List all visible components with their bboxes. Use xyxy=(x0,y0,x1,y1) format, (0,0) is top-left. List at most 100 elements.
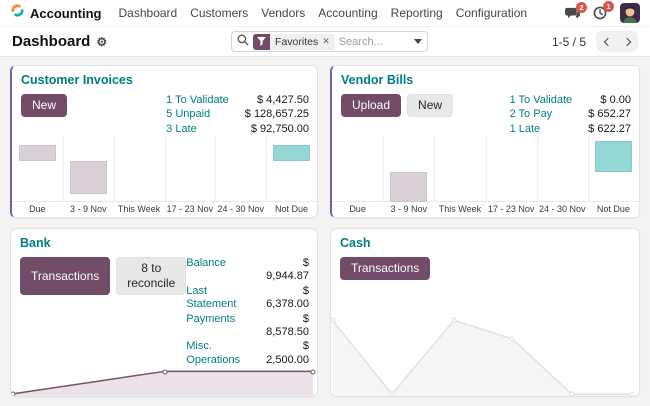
reconcile-button[interactable]: 8 to reconcile xyxy=(116,257,187,295)
activities-badge: 1 xyxy=(603,1,614,12)
line-point-marker xyxy=(310,369,316,375)
nav-item-reporting[interactable]: Reporting xyxy=(390,6,443,20)
nav-item-vendors[interactable]: Vendors xyxy=(261,6,306,20)
nav-item-customers[interactable]: Customers xyxy=(190,6,249,20)
bank-line-chart[interactable] xyxy=(11,367,317,396)
axis-label: 24 - 30 Nov xyxy=(538,204,586,214)
stat-label[interactable]: 1 To Validate xyxy=(509,94,573,106)
search-input[interactable] xyxy=(338,35,411,48)
customer-invoices-title[interactable]: Customer Invoices xyxy=(21,73,133,87)
gridline xyxy=(215,136,217,201)
stat-label[interactable]: Misc. Operations xyxy=(186,340,241,366)
stat-label[interactable]: Balance xyxy=(186,257,227,269)
vendor-bills-title[interactable]: Vendor Bills xyxy=(341,73,414,87)
gridline xyxy=(485,136,487,201)
new-invoice-button[interactable]: New xyxy=(21,94,68,117)
clock-icon xyxy=(593,6,607,20)
cash-transactions-button[interactable]: Transactions xyxy=(340,257,431,280)
stat-label[interactable]: 1 Late xyxy=(509,122,541,135)
filter-icon xyxy=(253,33,271,50)
line-point-marker xyxy=(629,391,635,396)
cash-title[interactable]: Cash xyxy=(340,236,371,250)
search-dropdown-caret-icon[interactable] xyxy=(414,39,423,44)
line-point-marker xyxy=(11,391,16,396)
activities-button[interactable]: 1 xyxy=(593,1,614,20)
page-title: Dashboard xyxy=(12,33,91,50)
line-point-marker xyxy=(389,391,395,396)
messages-badge: 2 xyxy=(576,1,587,13)
app-name: Accounting xyxy=(30,5,102,21)
stat-amount: $ 128,657.25 xyxy=(244,108,309,121)
messages-button[interactable]: 2 xyxy=(565,1,587,20)
stat-amount: $ 8,578.50 xyxy=(266,312,309,339)
axis-label: 3 - 9 Nov xyxy=(390,204,427,214)
line-point-marker xyxy=(569,391,575,396)
customer-invoices-stats: 1 To Validate $ 4,427.50 5 Unpaid $ 128,… xyxy=(166,94,309,136)
stat-amount: $ 6,378.00 xyxy=(266,284,309,311)
bar-Not Due[interactable] xyxy=(273,144,310,162)
bar-Due[interactable] xyxy=(19,145,56,162)
axis-label: 3 - 9 Nov xyxy=(69,204,107,214)
nav-item-configuration[interactable]: Configuration xyxy=(455,6,528,20)
favorites-facet[interactable]: Favorites ✕ xyxy=(253,33,335,50)
stat-label[interactable]: 2 To Pay xyxy=(509,108,553,121)
gridline xyxy=(587,136,589,201)
bar-3 - 9 Nov[interactable] xyxy=(390,171,428,203)
customer-invoices-chart-axis: Due 3 - 9 Nov This Week 17 - 23 Nov 24 -… xyxy=(12,201,317,217)
gridline xyxy=(434,136,436,201)
stat-amount: $ 652.27 xyxy=(588,108,631,121)
bank-stats: Balance $ 9,944.87 Last Statement $ 6,37… xyxy=(186,257,309,367)
cash-card: Cash Transactions xyxy=(330,228,640,397)
axis-label: Due xyxy=(29,204,46,214)
stat-label[interactable]: 3 Late xyxy=(166,122,197,135)
vendor-bills-card: Vendor Bills Upload New 1 To Validate $ … xyxy=(330,65,640,218)
stat-label[interactable]: Payments xyxy=(186,312,236,325)
top-navbar: Accounting Dashboard Customers Vendors A… xyxy=(0,0,650,27)
stat-label[interactable]: Last Statement xyxy=(186,284,237,311)
facet-remove-icon[interactable]: ✕ xyxy=(322,36,330,46)
control-panel: Dashboard ⚙ Favorites ✕ 1-5 / 5 xyxy=(0,27,650,57)
line-point-marker xyxy=(162,369,168,375)
nav-item-accounting[interactable]: Accounting xyxy=(318,6,378,20)
axis-label: 24 - 30 Nov xyxy=(217,204,264,214)
chevron-left-icon xyxy=(603,37,612,46)
axis-label: 17 - 23 Nov xyxy=(166,204,214,214)
pager-previous-button[interactable] xyxy=(596,31,617,52)
stat-label[interactable]: 1 To Validate xyxy=(166,94,229,106)
bank-title[interactable]: Bank xyxy=(20,236,51,250)
stat-amount: $ 0.00 xyxy=(600,94,631,106)
customer-invoices-bar-chart[interactable] xyxy=(12,136,317,201)
bank-transactions-button[interactable]: Transactions xyxy=(20,257,111,295)
nav-item-dashboard[interactable]: Dashboard xyxy=(118,6,178,20)
app-switcher[interactable]: Accounting xyxy=(10,3,102,23)
axis-label: Not Due xyxy=(596,204,630,214)
bar-3 - 9 Nov[interactable] xyxy=(69,161,107,194)
gear-icon[interactable]: ⚙ xyxy=(96,34,108,49)
chevron-right-icon xyxy=(622,37,631,46)
pager-range: 1-5 / 5 xyxy=(551,34,586,49)
axis-label: Due xyxy=(349,204,366,214)
axis-label: This Week xyxy=(117,204,161,214)
gridline xyxy=(536,136,538,201)
gridline xyxy=(62,136,64,201)
search-bar[interactable]: Favorites ✕ xyxy=(231,31,429,52)
axis-label: This Week xyxy=(438,204,482,214)
vendor-bills-bar-chart[interactable] xyxy=(332,136,639,203)
gridline xyxy=(113,136,115,201)
user-avatar[interactable] xyxy=(620,3,640,23)
line-point-marker xyxy=(331,317,336,323)
breadcrumb: Dashboard ⚙ xyxy=(12,33,107,50)
vendor-bills-chart-axis: Due 3 - 9 Nov This Week 17 - 23 Nov 24 -… xyxy=(332,201,639,217)
dashboard-content: Customer Invoices New 1 To Validate $ 4,… xyxy=(0,57,650,397)
pager-next-button[interactable] xyxy=(617,31,638,52)
vendor-bills-stats: 1 To Validate $ 0.00 2 To Pay $ 652.27 1… xyxy=(510,94,631,136)
search-icon xyxy=(237,33,249,51)
cash-line-chart[interactable] xyxy=(331,308,639,396)
stat-label[interactable]: 5 Unpaid xyxy=(166,108,211,121)
bank-card: Bank Transactions 8 to reconcile Balance… xyxy=(10,228,318,397)
bar-Not Due[interactable] xyxy=(594,140,632,172)
line-point-marker xyxy=(509,336,515,342)
new-bill-button[interactable]: New xyxy=(407,94,454,117)
upload-bill-button[interactable]: Upload xyxy=(341,94,402,117)
axis-label: 17 - 23 Nov xyxy=(487,204,535,214)
